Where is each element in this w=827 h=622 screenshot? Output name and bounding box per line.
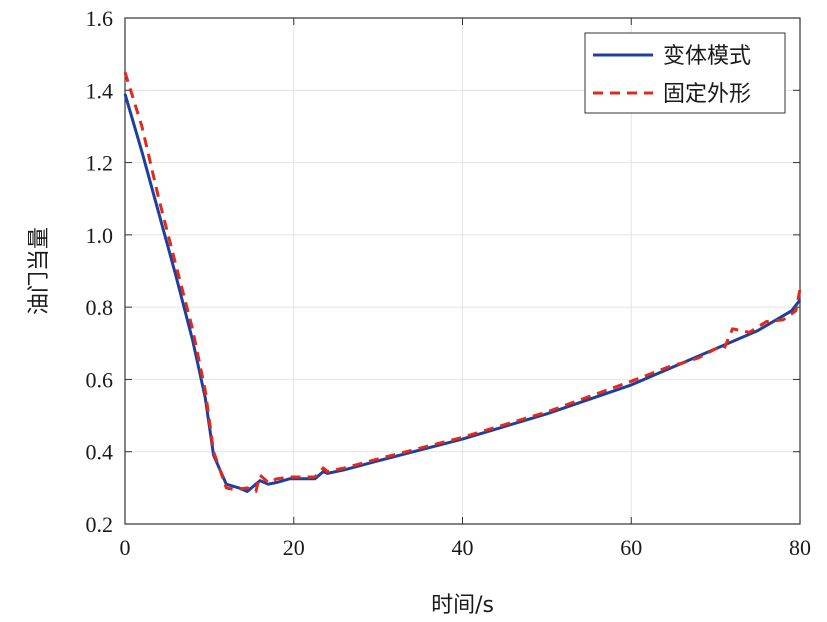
legend-label-fixed: 固定外形 bbox=[663, 82, 751, 107]
y-tick-label: 0.2 bbox=[86, 512, 114, 537]
y-tick-label: 0.6 bbox=[86, 367, 114, 392]
axis-ticks: 0 20 40 60 80 0.2 0.4 0.6 0.8 1.0 1.2 1.4 1.6 bbox=[86, 6, 812, 560]
series-layer bbox=[123, 71, 802, 493]
y-tick-label: 1.4 bbox=[86, 78, 114, 103]
y-tick-label: 0.8 bbox=[86, 295, 114, 320]
series-line-fixed bbox=[123, 71, 802, 493]
legend-box bbox=[584, 32, 786, 114]
x-tick-label: 60 bbox=[620, 535, 642, 560]
x-tick-label: 20 bbox=[283, 535, 305, 560]
x-tick-label: 0 bbox=[120, 535, 131, 560]
x-tick-label: 40 bbox=[452, 535, 474, 560]
y-tick-label: 1.2 bbox=[86, 151, 114, 176]
x-axis-title: 时间/s bbox=[431, 593, 494, 618]
y-axis-title: 油门当量 bbox=[27, 227, 52, 315]
x-tick-label: 80 bbox=[789, 535, 811, 560]
y-tick-label: 1.6 bbox=[86, 6, 114, 31]
y-tick-label: 1.0 bbox=[86, 223, 114, 248]
series-line-variable bbox=[123, 93, 802, 493]
legend-label-variable: 变体模式 bbox=[663, 44, 751, 69]
y-tick-label: 0.4 bbox=[86, 440, 114, 465]
legend: 变体模式 固定外形 bbox=[584, 32, 786, 114]
